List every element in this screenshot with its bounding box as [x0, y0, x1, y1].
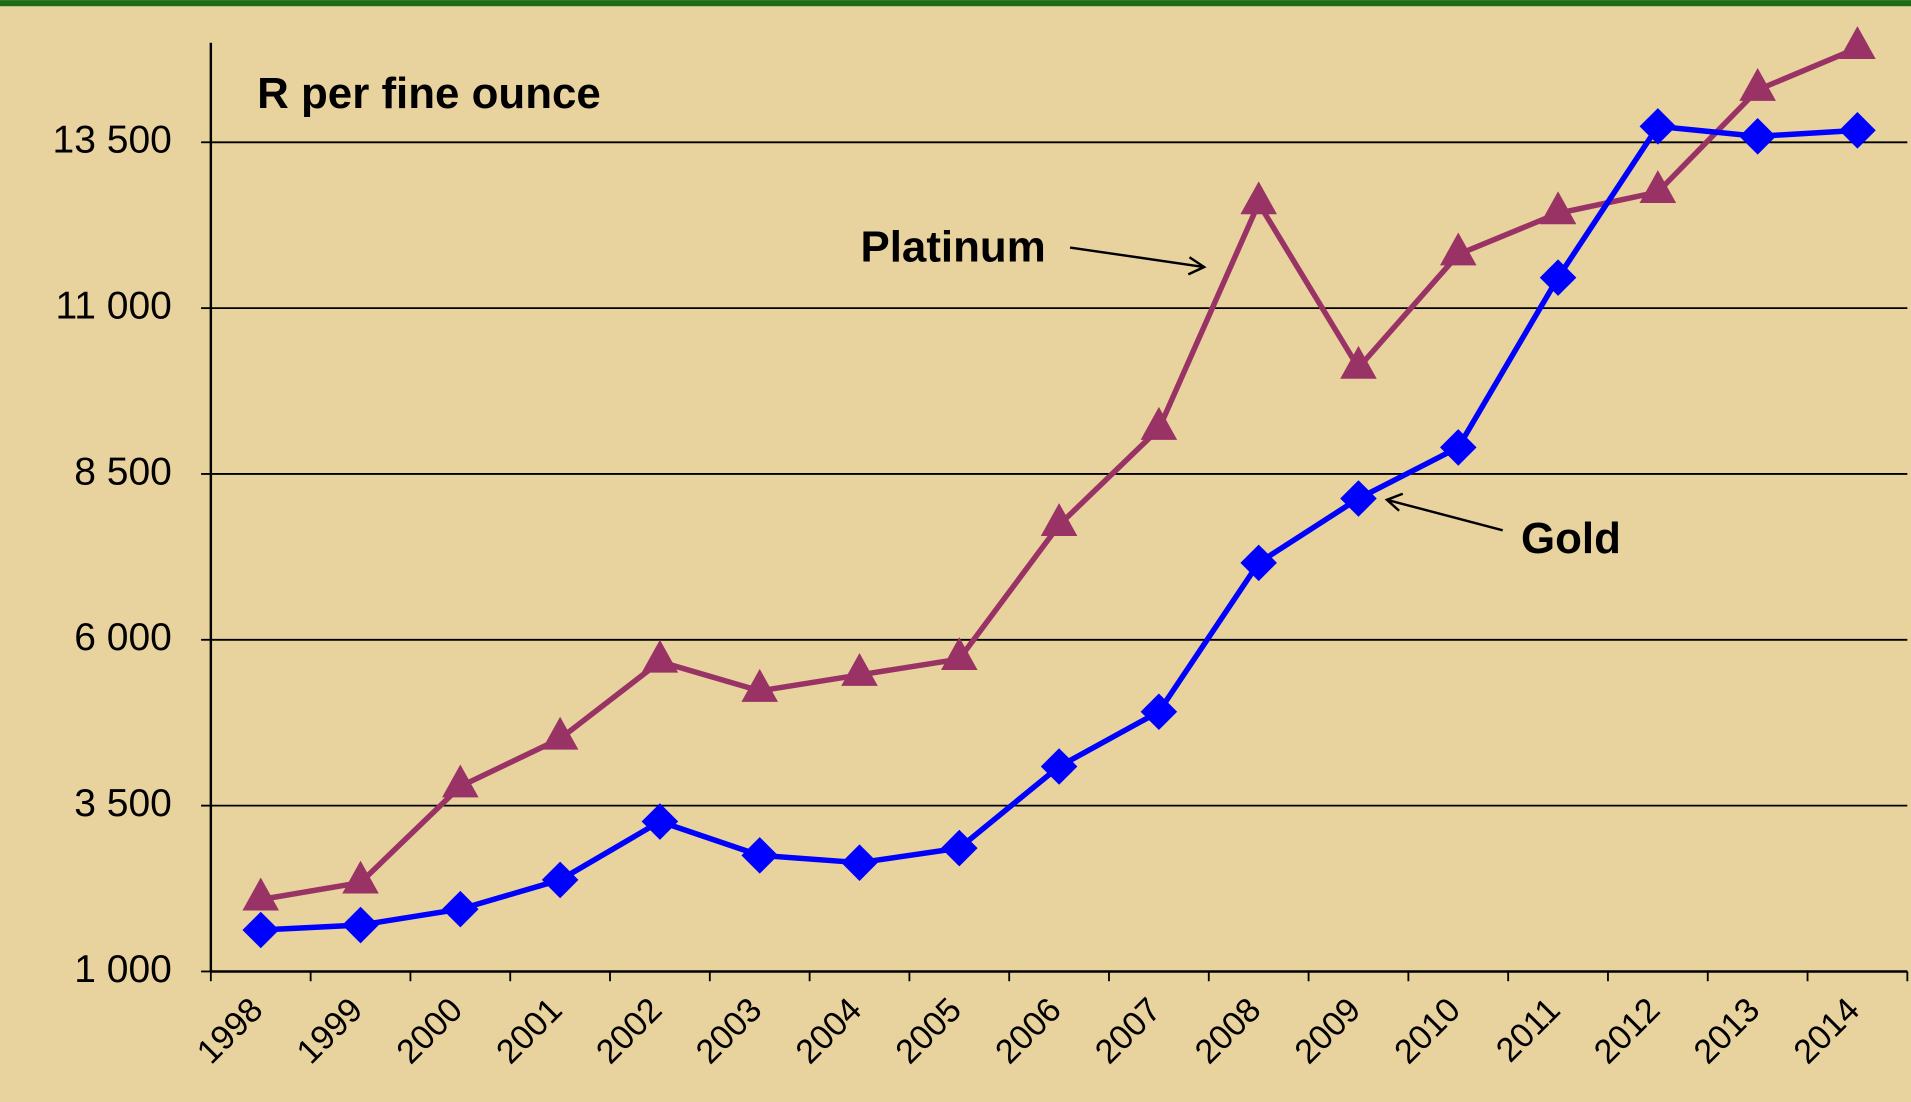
point: [1439, 429, 1477, 466]
point: [941, 637, 978, 671]
point: [342, 906, 379, 944]
point: [941, 829, 978, 867]
y-tick-label: 13 500: [53, 119, 172, 162]
point: [541, 716, 579, 750]
point: [741, 837, 778, 874]
point: [1839, 26, 1876, 60]
point: [1040, 503, 1078, 537]
point: [841, 844, 878, 881]
annotation-arrows: [1069, 246, 1504, 532]
y-tick-label: 8 500: [74, 450, 172, 493]
point: [641, 803, 679, 840]
series-label: Gold: [1521, 514, 1621, 563]
point: [1739, 67, 1776, 101]
point: [442, 764, 479, 798]
point: [1539, 191, 1577, 225]
point: [1140, 693, 1178, 731]
point: [1040, 748, 1078, 785]
point: [1240, 544, 1277, 582]
arrow: [1069, 246, 1205, 269]
y-tick-label: 3 500: [74, 782, 172, 825]
point: [1539, 259, 1577, 296]
arrow-head: [1384, 492, 1404, 512]
point: [1240, 181, 1277, 215]
point: [342, 860, 379, 894]
point: [1439, 232, 1477, 266]
point: [442, 890, 479, 928]
arrow-head: [1187, 256, 1207, 276]
y-tick-label: 11 000: [55, 284, 171, 327]
point: [242, 877, 280, 911]
point: [1340, 345, 1377, 379]
y-tick-label: 1 000: [74, 948, 172, 991]
point: [1140, 406, 1178, 440]
point: [1639, 170, 1677, 204]
top-bar: [0, 0, 1911, 7]
point: [541, 861, 579, 899]
point: [641, 639, 679, 673]
y-tick-label: 6 000: [74, 616, 172, 659]
chart-title: R per fine ounce: [257, 69, 601, 118]
point: [841, 653, 878, 686]
point: [1340, 480, 1377, 517]
point: [242, 911, 280, 949]
series-label: Platinum: [860, 223, 1045, 272]
point: [1639, 108, 1677, 145]
arrow: [1386, 498, 1504, 532]
point: [741, 668, 778, 702]
